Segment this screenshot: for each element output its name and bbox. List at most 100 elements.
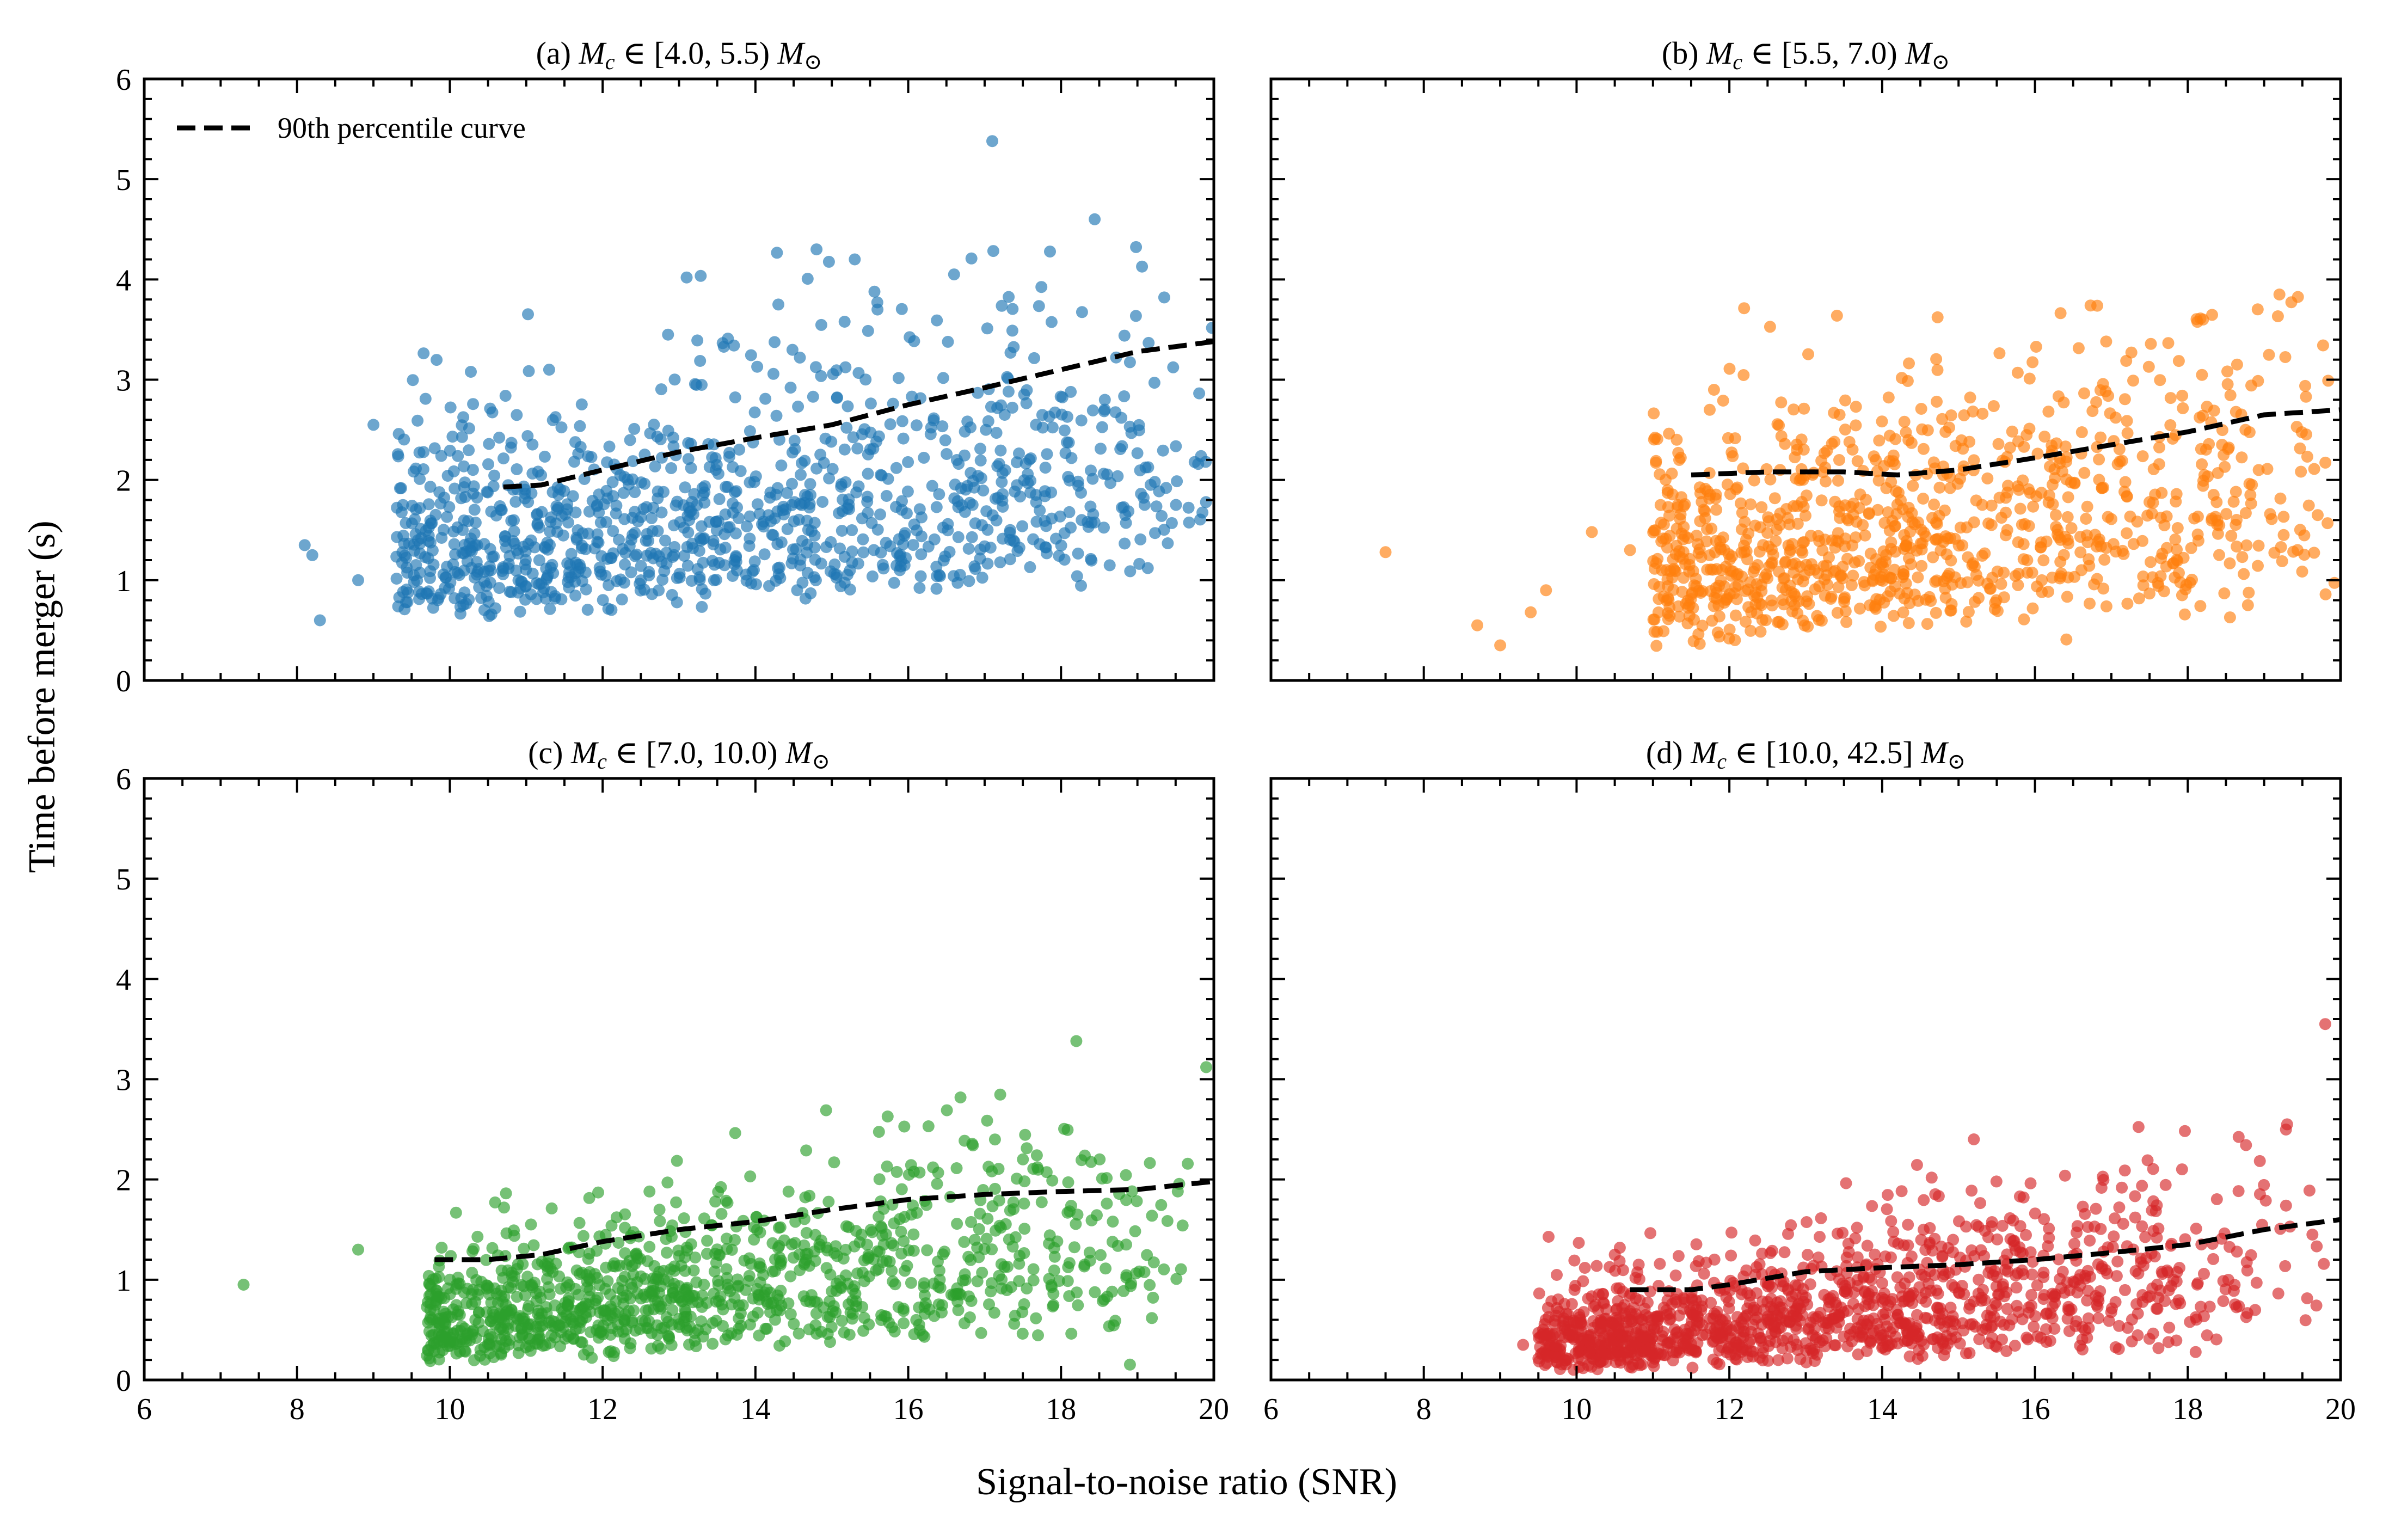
scatter-point xyxy=(1981,1309,1993,1322)
scatter-point xyxy=(1889,519,1901,532)
scatter-point xyxy=(1003,1233,1015,1246)
scatter-point xyxy=(1837,1226,1849,1239)
scatter-point xyxy=(1631,1266,1644,1279)
scatter-point xyxy=(2219,461,2231,473)
y-tick-label: 0 xyxy=(116,1364,131,1398)
scatter-point xyxy=(1585,1329,1597,1341)
scatter-point xyxy=(520,580,532,592)
scatter-point xyxy=(1897,1296,1909,1308)
scatter-point xyxy=(1672,1250,1685,1262)
scatter-point xyxy=(711,1243,723,1256)
scatter-point xyxy=(1791,607,1804,619)
scatter-point xyxy=(585,451,598,463)
scatter-point xyxy=(2121,597,2134,610)
scatter-point xyxy=(1630,1322,1642,1334)
scatter-point xyxy=(1095,1249,1107,1261)
scatter-point xyxy=(921,1244,934,1256)
scatter-point xyxy=(1931,311,1944,323)
scatter-point xyxy=(2231,514,2243,526)
scatter-point xyxy=(876,559,889,571)
scatter-point xyxy=(433,1353,445,1366)
scatter-point xyxy=(843,493,855,506)
scatter-point xyxy=(1775,396,1788,409)
scatter-point xyxy=(709,1195,722,1208)
scatter-point xyxy=(751,360,764,373)
scatter-point xyxy=(2236,551,2249,563)
scatter-point xyxy=(1764,473,1777,486)
x-axis-label: Signal-to-noise ratio (SNR) xyxy=(976,1461,1397,1503)
scatter-point xyxy=(520,563,532,576)
scatter-point xyxy=(1843,1246,1855,1258)
scatter-point xyxy=(990,514,1003,527)
scatter-point xyxy=(566,1316,579,1328)
scatter-point xyxy=(652,485,664,498)
scatter-point xyxy=(425,1280,437,1292)
scatter-point xyxy=(698,1212,710,1225)
scatter-point xyxy=(1698,1267,1710,1280)
scatter-point xyxy=(1767,549,1779,561)
x-tick-label: 6 xyxy=(137,1392,152,1426)
scatter-point xyxy=(1998,591,2010,604)
scatter-point xyxy=(1669,1269,1682,1282)
scatter-point xyxy=(1533,1287,1545,1300)
scatter-point xyxy=(1004,346,1017,359)
scatter-point xyxy=(714,1290,727,1303)
scatter-point xyxy=(1654,1257,1666,1270)
scatter-point xyxy=(497,1272,509,1284)
scatter-point xyxy=(1595,1346,1608,1359)
scatter-point xyxy=(618,1271,631,1283)
scatter-point xyxy=(1963,1302,1975,1315)
scatter-point xyxy=(1853,555,1865,567)
scatter-point xyxy=(643,1315,655,1328)
scatter-point xyxy=(932,1255,944,1268)
scatter-point xyxy=(2172,355,2185,367)
scatter-point xyxy=(2232,1131,2245,1143)
scatter-point xyxy=(2068,570,2081,583)
scatter-point xyxy=(771,538,784,550)
scatter-point xyxy=(640,1304,652,1317)
scatter-point xyxy=(2065,1303,2078,1316)
scatter-point xyxy=(968,560,981,573)
scatter-point xyxy=(2300,390,2312,403)
scatter-point xyxy=(2154,512,2167,524)
scatter-point xyxy=(1094,1153,1106,1165)
scatter-point xyxy=(1165,517,1178,529)
scatter-point xyxy=(2161,1264,2173,1277)
scatter-points xyxy=(237,1035,1212,1371)
scatter-point xyxy=(2252,560,2264,572)
scatter-point xyxy=(1713,610,1725,623)
scatter-point xyxy=(1644,1227,1656,1240)
scatter-point xyxy=(1915,560,1928,572)
scatter-point xyxy=(784,1270,797,1283)
scatter-point xyxy=(1762,1340,1775,1352)
scatter-point xyxy=(2136,1289,2149,1301)
scatter-point xyxy=(1766,1244,1778,1257)
scatter-point xyxy=(518,1312,530,1325)
scatter-point xyxy=(1700,1256,1712,1269)
y-tick-label: 6 xyxy=(116,63,131,97)
scatter-point xyxy=(2075,426,2088,438)
scatter-point xyxy=(1686,1361,1699,1374)
scatter-point xyxy=(962,1250,975,1263)
scatter-point xyxy=(456,431,468,443)
scatter-point xyxy=(1123,1358,1136,1371)
scatter-point xyxy=(2119,1284,2131,1296)
scatter-point xyxy=(1050,532,1062,545)
scatter-point xyxy=(1586,526,1598,538)
scatter-point xyxy=(1797,536,1809,549)
scatter-point xyxy=(597,594,609,606)
scatter-point xyxy=(2279,351,2292,363)
scatter-point xyxy=(723,521,736,533)
scatter-point xyxy=(955,482,967,495)
scatter-point xyxy=(784,382,797,394)
scatter-point xyxy=(1740,616,1752,628)
scatter-point xyxy=(1129,1225,1141,1237)
scatter-point xyxy=(987,245,999,257)
ticks xyxy=(143,777,1215,1381)
scatter-point xyxy=(1778,598,1790,611)
scatter-point xyxy=(1724,1333,1736,1345)
scatter-point xyxy=(1681,617,1694,630)
scatter-point xyxy=(1825,592,1837,605)
scatter-point xyxy=(498,452,509,465)
scatter-point xyxy=(976,572,988,584)
